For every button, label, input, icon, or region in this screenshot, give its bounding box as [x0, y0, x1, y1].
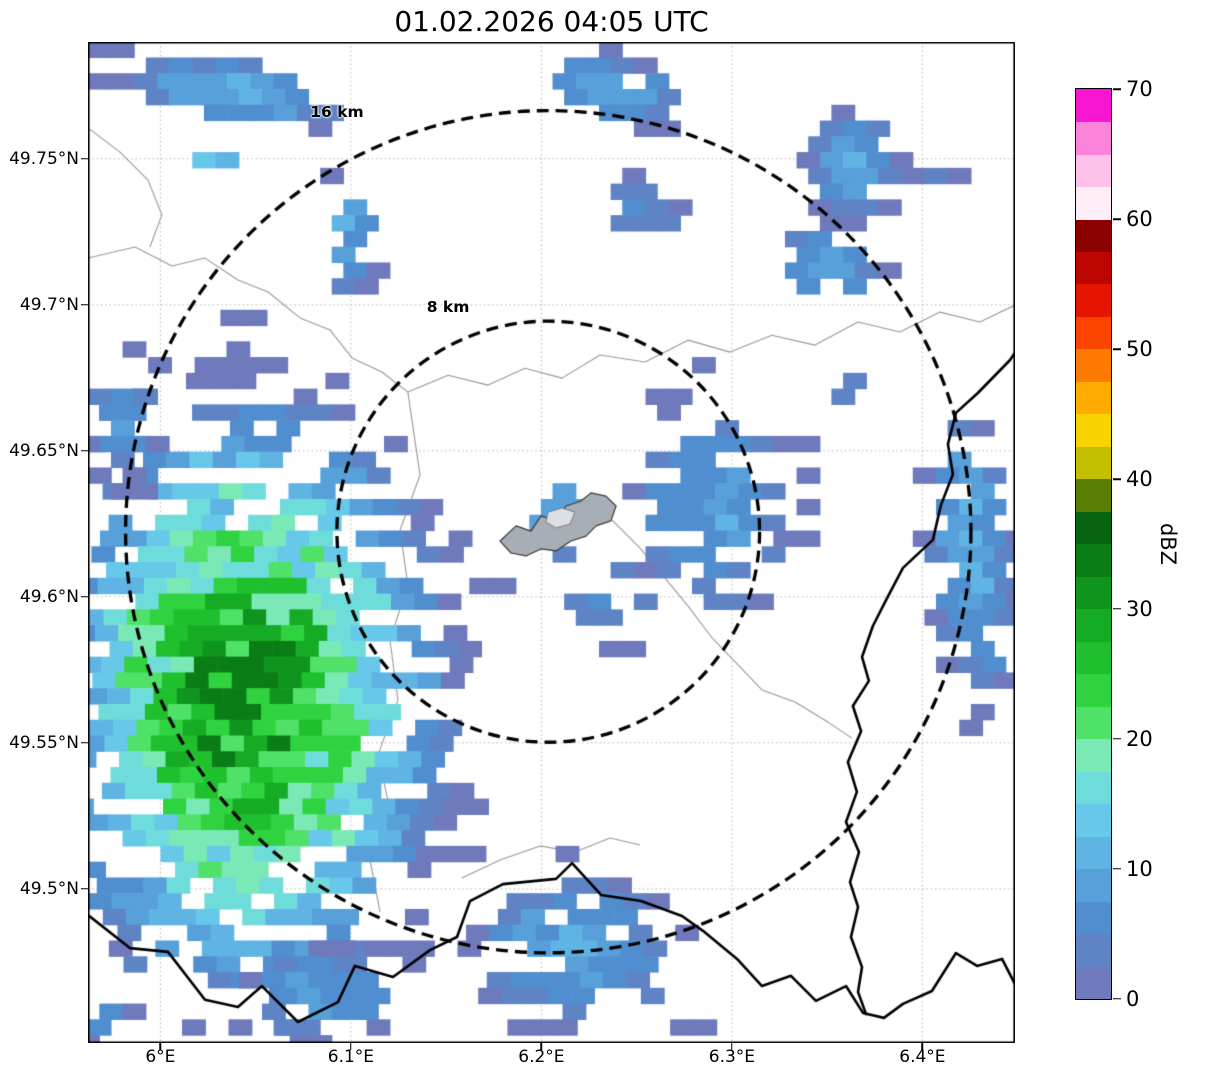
colorbar-tick-label: 0 [1126, 986, 1140, 1011]
x-axis-tick [540, 1043, 543, 1050]
colorbar-tick-label: 20 [1126, 726, 1153, 751]
y-axis-tick [81, 158, 88, 160]
y-axis-tick [81, 742, 88, 744]
colorbar-segment [1076, 868, 1111, 902]
colorbar-segment [1076, 89, 1111, 123]
colorbar-tick-label: 60 [1126, 207, 1153, 232]
colorbar-tick-label: 40 [1126, 467, 1153, 492]
colorbar-tick-label: 30 [1126, 596, 1153, 621]
y-axis-tick [81, 888, 88, 890]
chart-title: 01.02.2026 04:05 UTC [394, 5, 709, 38]
colorbar-segment [1076, 835, 1111, 870]
colorbar-segment [1076, 316, 1111, 350]
colorbar-tick [1113, 478, 1121, 480]
colorbar-segment [1076, 348, 1111, 382]
colorbar-segment [1076, 283, 1111, 317]
y-axis-tick-label: 49.6°N [19, 586, 79, 607]
ring-label-8km: 8 km [426, 298, 470, 317]
colorbar-segment [1076, 673, 1111, 707]
x-axis-tick-label: 6.4°E [899, 1047, 946, 1067]
colorbar-segment [1076, 770, 1111, 805]
colorbar-segment [1076, 641, 1111, 675]
colorbar-segment [1076, 446, 1111, 480]
colorbar-segment [1076, 121, 1111, 155]
colorbar-tick [1113, 218, 1121, 220]
colorbar-tick [1113, 88, 1121, 91]
colorbar-tick-label: 50 [1126, 337, 1153, 362]
colorbar-segment [1076, 413, 1111, 447]
colorbar-segment [1076, 478, 1111, 512]
colorbar-segment [1076, 803, 1111, 837]
x-axis-tick-label: 6.2°E [518, 1047, 565, 1067]
colorbar-segment [1076, 706, 1111, 740]
y-axis-tick-label: 49.75°N [9, 148, 79, 169]
colorbar-tick [1113, 738, 1121, 740]
x-axis-tick [159, 1043, 162, 1050]
colorbar-segment [1076, 381, 1111, 415]
colorbar-segment [1076, 933, 1111, 967]
colorbar-segment [1076, 738, 1111, 772]
colorbar-segment [1076, 900, 1111, 935]
colorbar-segment [1076, 543, 1111, 577]
x-axis-tick-label: 6.1°E [327, 1047, 375, 1067]
colorbar-tick [1113, 868, 1121, 870]
y-axis-tick-label: 49.55°N [9, 732, 79, 753]
colorbar-tick-label: 10 [1126, 856, 1153, 881]
colorbar-segment [1076, 965, 1111, 999]
colorbar-gradient [1076, 89, 1111, 999]
radar-map-canvas [88, 42, 1015, 1043]
colorbar-tick-label: 70 [1126, 77, 1153, 102]
colorbar-segment [1076, 576, 1111, 610]
colorbar [1075, 88, 1112, 1000]
colorbar-tick [1113, 608, 1121, 610]
colorbar-segment [1076, 608, 1111, 642]
colorbar-label: dBZ [1156, 522, 1180, 566]
x-axis-tick-label: 6°E [145, 1047, 176, 1067]
x-axis-tick [921, 1043, 924, 1050]
colorbar-segment [1076, 186, 1111, 220]
colorbar-segment [1076, 153, 1111, 188]
colorbar-segment [1076, 218, 1111, 252]
y-axis-tick [81, 304, 88, 306]
x-axis-tick [731, 1043, 733, 1050]
x-axis-tick [350, 1043, 352, 1050]
y-axis-tick-label: 49.65°N [9, 440, 79, 461]
colorbar-tick [1113, 348, 1121, 350]
y-axis-tick-label: 49.5°N [19, 878, 79, 899]
x-axis-tick-label: 6.3°E [708, 1047, 756, 1067]
y-axis-tick [81, 596, 88, 598]
colorbar-segment [1076, 251, 1111, 285]
y-axis-tick-label: 49.7°N [19, 294, 79, 315]
ring-label-16km: 16 km [310, 103, 364, 122]
colorbar-tick [1113, 997, 1121, 1000]
colorbar-segment [1076, 511, 1111, 545]
y-axis-tick [81, 450, 88, 452]
